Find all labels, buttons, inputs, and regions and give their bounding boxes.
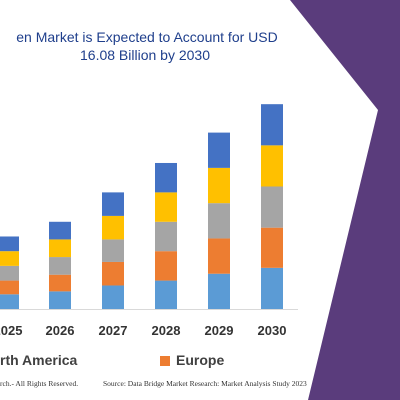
bar-segment-2027-series-4	[102, 215, 124, 240]
bar-segment-2025-series-4	[0, 251, 19, 266]
legend-item-north-america: rth America	[0, 352, 77, 368]
bar-segment-2030-series-3	[261, 186, 283, 228]
legend-swatch-europe	[160, 356, 170, 366]
bar-segment-2025-series-5	[0, 236, 19, 252]
bar-segment-2028-series-3	[155, 221, 177, 252]
bar-segment-2029-series-4	[208, 167, 230, 204]
x-tick-2028: 2028	[152, 323, 181, 338]
bar-segment-2028-series-4	[155, 192, 177, 222]
footer-source: Source: Data Bridge Market Research: Mar…	[103, 379, 307, 388]
bar-segment-2026-series-2	[49, 274, 71, 292]
bar-segment-2025-series-3	[0, 265, 19, 281]
decorative-purple-shape	[290, 0, 400, 400]
bar-segment-2029-series-1	[208, 273, 230, 309]
chart-title: en Market is Expected to Account for USD…	[0, 28, 290, 64]
chart-title-line1: en Market is Expected to Account for USD	[16, 29, 278, 45]
footer-copyright: rch.- All Rights Reserved.	[0, 379, 79, 388]
bar-segment-2029-series-2	[208, 238, 230, 274]
bar-segment-2027-series-3	[102, 239, 124, 262]
bar-segment-2028-series-2	[155, 251, 177, 281]
x-tick-2027: 2027	[99, 323, 128, 338]
bar-segment-2026-series-5	[49, 221, 71, 240]
bar-segment-2030-series-5	[261, 104, 283, 146]
bar-segment-2029-series-3	[208, 203, 230, 239]
x-tick-2030: 2030	[258, 323, 287, 338]
bar-segment-2026-series-4	[49, 239, 71, 258]
bar-segment-2026-series-1	[49, 291, 71, 309]
x-tick-2025: 2025	[0, 323, 22, 338]
bar-segment-2025-series-1	[0, 294, 19, 309]
bar-segment-2027-series-5	[102, 192, 124, 216]
bar-segment-2029-series-5	[208, 132, 230, 168]
bar-segment-2027-series-2	[102, 261, 124, 286]
bar-segment-2027-series-1	[102, 285, 124, 309]
chart-title-line2: 16.08 Billion by 2030	[80, 47, 210, 63]
bar-segment-2026-series-3	[49, 257, 71, 275]
bar-segment-2030-series-2	[261, 227, 283, 268]
bar-segment-2030-series-1	[261, 267, 283, 309]
x-tick-2026: 2026	[46, 323, 75, 338]
bar-segment-2028-series-5	[155, 162, 177, 193]
legend-label-europe: Europe	[176, 352, 225, 368]
bar-segment-2025-series-2	[0, 280, 19, 295]
legend-label-north-america: rth America	[0, 352, 78, 368]
bar-segment-2030-series-4	[261, 145, 283, 187]
bar-segment-2028-series-1	[155, 280, 177, 309]
legend-item-europe: Europe	[160, 352, 224, 368]
x-tick-2029: 2029	[205, 323, 234, 338]
